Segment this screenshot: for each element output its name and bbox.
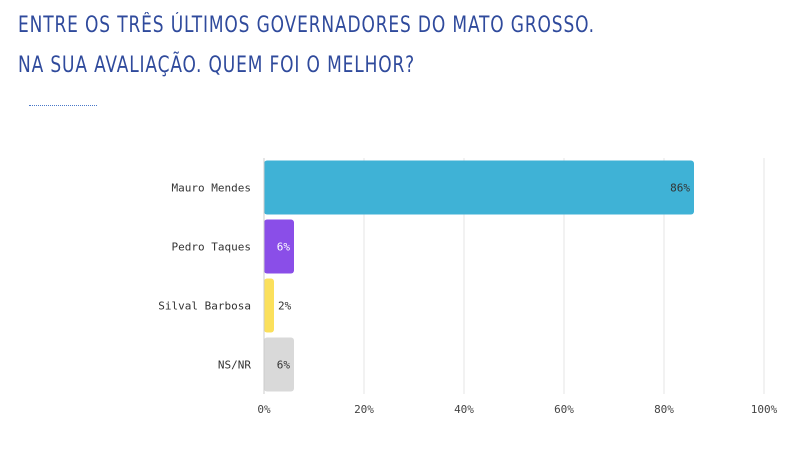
bar	[264, 278, 274, 333]
data-label: 86%	[670, 182, 690, 195]
title-divider	[29, 105, 97, 106]
data-label: 6%	[277, 241, 291, 254]
x-tick-label: 20%	[354, 403, 374, 416]
data-label: 2%	[278, 300, 292, 313]
x-tick-label: 60%	[554, 403, 574, 416]
category-label: NS/NR	[218, 359, 251, 372]
bar	[264, 160, 694, 215]
x-tick-label: 80%	[654, 403, 674, 416]
category-label: Pedro Taques	[172, 241, 251, 254]
chart-title: ENTRE OS TRÊS ÚLTIMOS GOVERNADORES DO MA…	[18, 13, 595, 78]
category-label: Mauro Mendes	[172, 182, 251, 195]
data-label: 6%	[277, 359, 291, 372]
x-tick-label: 100%	[751, 403, 778, 416]
x-tick-label: 40%	[454, 403, 474, 416]
category-label: Silval Barbosa	[158, 300, 251, 313]
x-tick-label: 0%	[257, 403, 271, 416]
bar	[264, 337, 294, 392]
bar	[264, 219, 294, 274]
